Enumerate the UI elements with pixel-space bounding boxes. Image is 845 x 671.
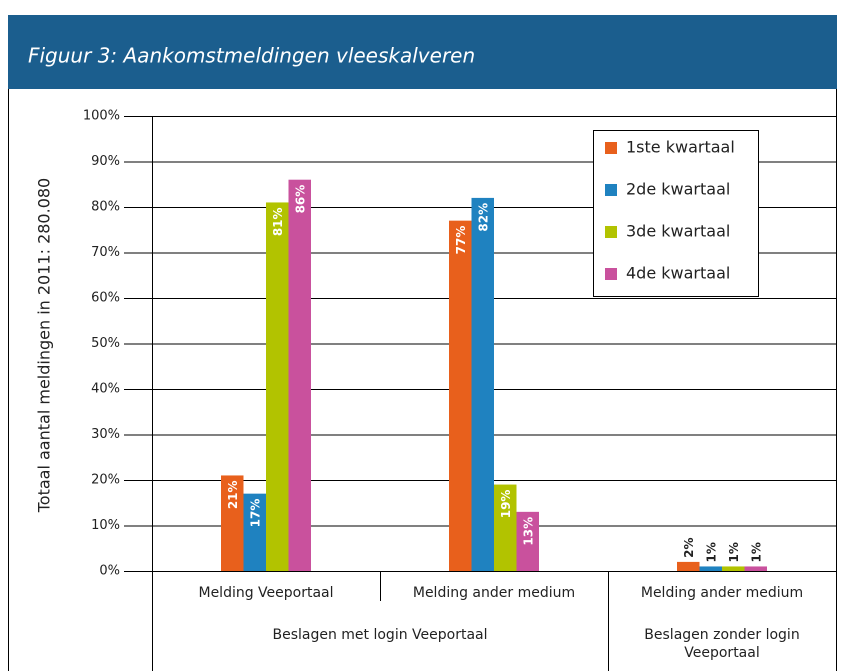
data-label: 81% <box>271 207 285 236</box>
data-label: 19% <box>499 490 513 519</box>
chart-title: Figuur 3: Aankomstmeldingen vleeskalvere… <box>28 44 475 68</box>
group-label: Beslagen zonder login Veeportaal <box>644 627 800 661</box>
bar <box>516 511 539 571</box>
group-label: Beslagen met login Veeportaal <box>272 627 488 643</box>
data-label: 2% <box>682 538 696 558</box>
y-tick-label: 60% <box>91 291 120 306</box>
y-tick-label: 20% <box>91 473 120 488</box>
bar <box>221 475 244 571</box>
y-tick-label: 100% <box>83 109 120 124</box>
bar <box>288 179 311 571</box>
legend-label: 2de kwartaal <box>626 180 730 199</box>
bar <box>243 493 266 571</box>
bar <box>266 202 289 571</box>
y-tick-label: 90% <box>91 154 120 169</box>
y-tick-label: 70% <box>91 245 120 260</box>
bar <box>471 197 494 571</box>
legend-label: 1ste kwartaal <box>626 138 735 157</box>
y-tick-label: 10% <box>91 518 120 533</box>
y-axis-label: Totaal aantal meldingen in 2011: 280.080 <box>35 178 54 514</box>
header-bar <box>8 15 837 89</box>
legend-swatch <box>605 226 617 238</box>
bar <box>744 566 767 571</box>
y-tick-label: 50% <box>91 336 120 351</box>
x-tick-label: Melding ander medium <box>412 585 576 601</box>
bar <box>722 566 745 571</box>
legend-swatch <box>605 142 617 154</box>
bar <box>449 220 472 571</box>
legend-swatch <box>605 268 617 280</box>
data-label: 82% <box>476 203 490 232</box>
legend-box <box>593 130 759 297</box>
data-label: 13% <box>521 517 535 546</box>
data-label: 86% <box>293 185 307 214</box>
data-label: 21% <box>226 480 240 509</box>
y-tick-label: 0% <box>99 564 120 579</box>
legend-swatch <box>605 184 617 196</box>
y-tick-label: 40% <box>91 382 120 397</box>
legend-label: 4de kwartaal <box>626 264 730 283</box>
bar <box>494 484 517 571</box>
data-label: 77% <box>454 226 468 255</box>
data-label: 1% <box>727 542 741 562</box>
x-tick-label: Melding ander medium <box>640 585 804 601</box>
y-tick-label: 80% <box>91 200 120 215</box>
data-label: 17% <box>248 499 262 528</box>
bar <box>699 566 722 571</box>
bar <box>677 561 700 571</box>
x-tick-label: Melding Veeportaal <box>198 585 334 601</box>
data-label: 1% <box>749 542 763 562</box>
data-label: 1% <box>704 542 718 562</box>
y-tick-label: 30% <box>91 427 120 442</box>
legend-label: 3de kwartaal <box>626 222 730 241</box>
